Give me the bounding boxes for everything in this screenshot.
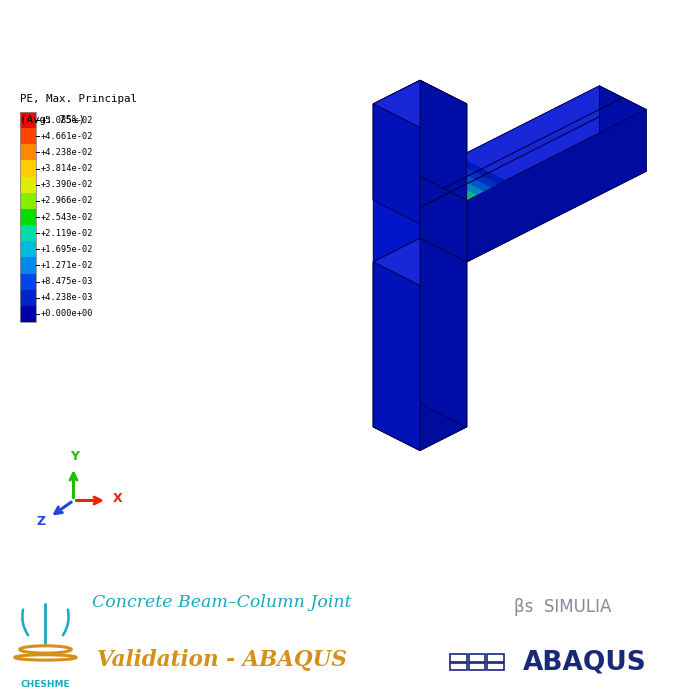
- Bar: [20, 225, 36, 241]
- Text: Y: Y: [71, 449, 80, 463]
- Bar: [20, 128, 36, 144]
- FancyArrowPatch shape: [63, 610, 69, 635]
- Polygon shape: [438, 164, 444, 230]
- Bar: [469, 663, 486, 670]
- Text: (Avg: 75%): (Avg: 75%): [20, 115, 85, 125]
- Polygon shape: [420, 86, 599, 238]
- Bar: [20, 258, 36, 274]
- Polygon shape: [409, 178, 463, 206]
- Polygon shape: [388, 189, 442, 216]
- Polygon shape: [420, 80, 467, 200]
- Polygon shape: [420, 262, 467, 451]
- Text: +4.661e-02: +4.661e-02: [41, 132, 93, 141]
- Polygon shape: [373, 238, 467, 286]
- Polygon shape: [373, 238, 467, 286]
- Polygon shape: [444, 160, 498, 188]
- Text: +3.814e-02: +3.814e-02: [41, 164, 93, 173]
- Bar: [20, 144, 36, 160]
- Bar: [450, 654, 467, 661]
- Text: Z: Z: [36, 514, 46, 528]
- Text: +4.238e-03: +4.238e-03: [41, 293, 93, 302]
- Polygon shape: [373, 80, 420, 200]
- Polygon shape: [424, 172, 430, 237]
- Polygon shape: [373, 197, 380, 262]
- Polygon shape: [467, 109, 646, 262]
- Polygon shape: [452, 157, 506, 184]
- FancyArrowPatch shape: [22, 610, 28, 635]
- Polygon shape: [420, 238, 467, 427]
- Polygon shape: [420, 176, 467, 262]
- Polygon shape: [388, 189, 395, 255]
- Text: X: X: [112, 493, 122, 505]
- Polygon shape: [373, 176, 467, 224]
- Text: Concrete Beam–Column Joint: Concrete Beam–Column Joint: [92, 594, 351, 611]
- Text: +2.119e-02: +2.119e-02: [41, 229, 93, 238]
- Text: +3.390e-02: +3.390e-02: [41, 180, 93, 189]
- Bar: [20, 112, 36, 322]
- Text: +1.271e-02: +1.271e-02: [41, 261, 93, 270]
- Bar: [20, 112, 36, 128]
- Polygon shape: [420, 104, 467, 224]
- Polygon shape: [416, 175, 423, 240]
- Polygon shape: [424, 172, 477, 199]
- Bar: [20, 176, 36, 193]
- Polygon shape: [430, 167, 438, 233]
- Text: CHESHME: CHESHME: [21, 680, 70, 689]
- Text: βs  SIMULIA: βs SIMULIA: [514, 598, 612, 616]
- Polygon shape: [380, 193, 388, 258]
- Text: +2.543e-02: +2.543e-02: [41, 213, 93, 221]
- Polygon shape: [373, 176, 420, 262]
- Polygon shape: [373, 80, 467, 127]
- Bar: [487, 654, 504, 661]
- Polygon shape: [373, 104, 420, 224]
- Text: Validation - ABAQUS: Validation - ABAQUS: [97, 649, 346, 671]
- Bar: [20, 193, 36, 209]
- Polygon shape: [373, 197, 427, 224]
- Bar: [487, 663, 504, 670]
- Polygon shape: [402, 182, 409, 248]
- Polygon shape: [416, 175, 470, 202]
- Bar: [20, 306, 36, 322]
- Polygon shape: [409, 178, 416, 244]
- Bar: [20, 160, 36, 176]
- Text: +4.238e-02: +4.238e-02: [41, 148, 93, 157]
- Polygon shape: [395, 186, 449, 213]
- Polygon shape: [395, 186, 402, 251]
- Polygon shape: [420, 80, 467, 200]
- Bar: [469, 654, 486, 661]
- Polygon shape: [402, 182, 456, 209]
- Text: +5.085e-02: +5.085e-02: [41, 116, 93, 125]
- Polygon shape: [438, 164, 491, 191]
- Polygon shape: [373, 262, 420, 451]
- Polygon shape: [373, 238, 420, 427]
- Polygon shape: [373, 238, 420, 427]
- Polygon shape: [373, 176, 467, 224]
- Polygon shape: [380, 193, 434, 220]
- Text: +8.475e-03: +8.475e-03: [41, 277, 93, 286]
- Bar: [20, 209, 36, 225]
- Bar: [20, 241, 36, 258]
- Text: +0.000e+00: +0.000e+00: [41, 309, 93, 318]
- Polygon shape: [420, 238, 467, 427]
- Polygon shape: [373, 104, 420, 224]
- Polygon shape: [373, 80, 420, 200]
- Polygon shape: [430, 167, 484, 195]
- Polygon shape: [420, 86, 646, 200]
- Text: ABAQUS: ABAQUS: [522, 650, 646, 676]
- Bar: [450, 663, 467, 670]
- Polygon shape: [452, 157, 459, 222]
- Polygon shape: [373, 403, 467, 451]
- Polygon shape: [599, 86, 646, 172]
- Bar: [20, 274, 36, 290]
- Polygon shape: [373, 262, 420, 451]
- Polygon shape: [420, 176, 467, 262]
- Polygon shape: [420, 148, 646, 262]
- Text: PE, Max. Principal: PE, Max. Principal: [20, 94, 136, 104]
- Polygon shape: [444, 160, 452, 226]
- Polygon shape: [373, 80, 467, 127]
- Text: +2.966e-02: +2.966e-02: [41, 196, 93, 205]
- Bar: [20, 290, 36, 306]
- Text: +1.695e-02: +1.695e-02: [41, 245, 93, 254]
